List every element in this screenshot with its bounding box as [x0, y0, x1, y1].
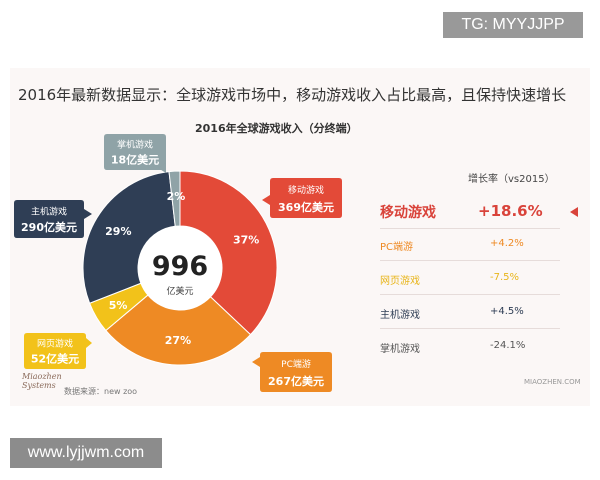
callout-box-3 [14, 200, 84, 238]
callout-value-0: 369亿美元 [278, 200, 334, 214]
headline: 2016年最新数据显示：全球游戏市场中，移动游戏收入占比最高，且保持快速增长 [18, 86, 567, 104]
callout-name-slice: 移动游戏 [288, 184, 324, 196]
logo: Miaozhen Systems [22, 372, 62, 390]
callout-pointer-3 [84, 209, 92, 219]
callout-box-1 [260, 352, 332, 392]
callout-value-1: 267亿美元 [268, 374, 324, 388]
growth-row-label: PC端游 [380, 242, 414, 253]
callout-box-0 [270, 178, 342, 218]
growth-row-value: +18.6% [478, 202, 543, 220]
callout-name-slice: 网页游戏 [37, 338, 73, 350]
donut-center [138, 226, 222, 310]
row-divider [380, 294, 560, 295]
callout-pointer-0 [262, 195, 270, 205]
growth-row: 主机游戏 +4.5% [380, 306, 580, 328]
growth-row-label: 移动游戏 [380, 205, 436, 221]
growth-row-label: 掌机游戏 [380, 344, 420, 355]
percent-label-0: 37% [233, 234, 259, 247]
center-unit: 亿美元 [166, 285, 193, 297]
callout-pointer-1 [252, 357, 260, 367]
growth-row-label: 网页游戏 [380, 276, 420, 287]
growth-row: PC端游 +4.2% [380, 238, 580, 260]
highlight-marker-icon [570, 207, 578, 217]
growth-row-label: 主机游戏 [380, 310, 420, 321]
row-divider [380, 228, 560, 229]
center-value: 996 [152, 251, 208, 282]
growth-header: 增长率（vs2015） [468, 174, 555, 185]
callout-value-2: 52亿美元 [31, 352, 79, 366]
callout-name-slice: 掌机游戏 [117, 139, 153, 151]
row-divider [380, 328, 560, 329]
watermark-bottom: www.lyjjwm.com [10, 438, 162, 468]
growth-row: 移动游戏 +18.6% [380, 202, 580, 224]
percent-label-1: 27% [165, 334, 191, 347]
callout-value-3: 290亿美元 [21, 220, 77, 234]
chart-title: 2016年全球游戏收入（分终端） [195, 122, 358, 135]
growth-row-value: +4.5% [490, 306, 524, 317]
growth-row-value: -24.1% [490, 340, 526, 351]
data-source: 数据来源：new zoo [64, 387, 138, 396]
growth-row: 掌机游戏 -24.1% [380, 340, 580, 362]
growth-row: 网页游戏 -7.5% [380, 272, 580, 294]
percent-label-3: 29% [105, 225, 131, 238]
callout-box-2 [24, 333, 86, 369]
growth-row-value: +4.2% [490, 238, 524, 249]
callout-pointer-2 [86, 338, 92, 348]
site-url: MIAOZHEN.COM [524, 378, 581, 386]
watermark-top: TG: MYYJJPP [443, 12, 583, 38]
callout-box-4 [104, 134, 166, 170]
row-divider [380, 260, 560, 261]
callout-value-4: 18亿美元 [111, 153, 159, 167]
callout-name-PC: PC端游 [281, 358, 311, 370]
growth-row-value: -7.5% [490, 272, 520, 283]
percent-label-4: 2% [167, 190, 186, 203]
callout-name-slice: 主机游戏 [31, 205, 67, 217]
percent-label-2: 5% [109, 299, 128, 312]
callout-pointer-4 [158, 163, 166, 173]
